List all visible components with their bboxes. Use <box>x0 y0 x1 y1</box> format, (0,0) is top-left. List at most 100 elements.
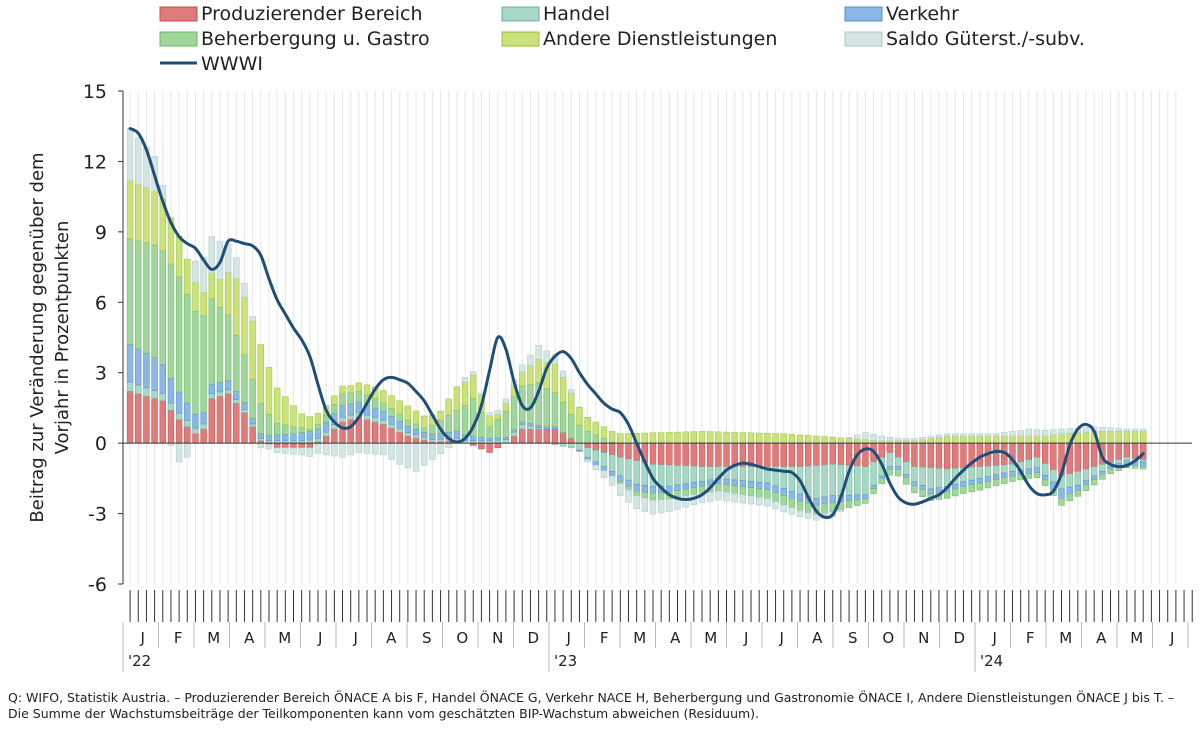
bar-segment-andere <box>216 278 224 308</box>
bar-segment-verkehr <box>486 438 493 442</box>
bar-segment-handel <box>1033 456 1041 469</box>
bar-segment-saldo <box>641 497 648 512</box>
x-month-label: M <box>633 629 646 647</box>
bar-segment-beherbergung <box>1082 484 1090 491</box>
bar-segment-saldo <box>355 442 363 453</box>
bar-segment-verkehr <box>747 481 755 488</box>
bar-segment-verkehr <box>347 403 354 416</box>
bar-segment-verkehr <box>1082 480 1090 486</box>
bar-segment-verkehr <box>1074 485 1082 491</box>
bar-segment-beherbergung <box>952 488 959 497</box>
bar-segment-verkehr <box>380 411 387 421</box>
bar-segment-andere <box>747 432 755 444</box>
bar-segment-andere <box>1140 431 1147 444</box>
bar-segment-produzierender <box>813 442 820 466</box>
bar-segment-saldo <box>543 350 550 363</box>
bar-segment-saldo <box>911 438 918 442</box>
bar-segment-handel <box>568 442 575 449</box>
bar-segment-handel <box>927 467 934 490</box>
bar-segment-produzierender <box>723 442 730 467</box>
bar-segment-verkehr <box>478 437 485 442</box>
bar-segment-beherbergung <box>429 424 436 435</box>
bar-segment-beherbergung <box>355 391 363 403</box>
bar-segment-saldo <box>1099 427 1106 432</box>
bar-segment-beherbergung <box>241 354 248 403</box>
bar-segment-produzierender <box>649 442 657 465</box>
bar-segment-saldo <box>396 442 403 465</box>
bar-segment-verkehr <box>723 478 730 485</box>
bar-segment-andere <box>282 396 289 426</box>
bar-segment-andere <box>1082 431 1090 444</box>
bar-segment-handel <box>903 461 910 475</box>
bar-segment-verkehr <box>960 481 967 487</box>
bar-segment-produzierender <box>625 442 632 460</box>
bar-segment-produzierender <box>510 435 518 444</box>
bar-segment-andere <box>363 384 371 396</box>
bar-segment-beherbergung <box>314 424 322 430</box>
bar-segment-verkehr <box>682 483 689 490</box>
bar-segment-produzierender <box>388 428 395 444</box>
bar-segment-beherbergung <box>600 438 608 444</box>
bar-segment-verkehr <box>143 353 150 388</box>
bar-segment-beherbergung <box>1058 498 1065 506</box>
bar-segment-andere <box>151 191 158 246</box>
bar-segment-handel <box>200 423 207 430</box>
bar-segment-saldo <box>715 490 722 501</box>
x-year-label: '22 <box>128 652 151 670</box>
bar-segment-handel <box>894 456 902 467</box>
bar-segment-andere <box>960 435 967 444</box>
bar-segment-andere <box>167 217 175 265</box>
bar-segment-produzierender <box>249 426 256 444</box>
x-month-label: J <box>566 629 571 647</box>
bar-segment-andere <box>135 183 142 242</box>
bar-segment-produzierender <box>821 442 828 466</box>
bar-segment-handel <box>322 431 330 437</box>
bar-segment-handel <box>143 387 150 397</box>
bar-segment-beherbergung <box>412 423 420 430</box>
bar-segment-andere <box>772 433 779 444</box>
bar-segment-produzierender <box>535 428 542 444</box>
bar-segment-verkehr <box>666 485 673 493</box>
bar-segment-saldo <box>780 504 787 513</box>
bar-segment-andere <box>519 371 526 387</box>
bar-segment-handel <box>257 438 264 442</box>
bar-segment-beherbergung <box>821 503 828 514</box>
bar-segment-beherbergung <box>421 427 428 433</box>
bar-segment-verkehr <box>772 485 779 493</box>
x-year-label: '24 <box>980 652 1003 670</box>
bar-segment-handel <box>984 465 992 477</box>
bar-segment-verkehr <box>322 421 330 433</box>
bar-segment-verkehr <box>813 498 820 506</box>
bar-segment-produzierender <box>764 442 771 467</box>
bar-segment-produzierender <box>306 442 314 449</box>
bar-segment-verkehr <box>796 493 804 502</box>
bar-segment-beherbergung <box>886 469 894 476</box>
bar-segment-andere <box>837 437 845 444</box>
bar-segment-verkehr <box>396 421 403 429</box>
bar-segment-andere <box>845 438 853 444</box>
bar-segment-verkehr <box>135 348 142 386</box>
bar-segment-andere <box>241 297 248 355</box>
bar-segment-handel <box>674 465 681 486</box>
legend: Produzierender Bereich Handel Verkehr Beher… <box>159 3 1085 75</box>
bar-segment-handel <box>584 447 591 458</box>
bar-segment-andere <box>731 432 738 444</box>
bar-segment-andere <box>453 386 461 411</box>
bar-segment-saldo <box>1115 428 1122 432</box>
legend-label: Andere Dienstleistungen <box>543 28 777 50</box>
bar-segment-beherbergung <box>175 276 183 393</box>
bar-segment-handel <box>1082 468 1090 481</box>
bar-segment-andere <box>233 278 240 336</box>
bar-segment-produzierender <box>143 395 150 444</box>
bar-segment-beherbergung <box>633 491 640 497</box>
bar-segment-andere <box>829 437 836 444</box>
bar-segment-saldo <box>584 459 591 463</box>
bar-segment-andere <box>437 410 444 421</box>
axes-layer: 15 12 9 6 3 0 -3 -6 J F M A M J J A S O N D J F M A M J J A S O N D J F M A… <box>83 81 1193 672</box>
bar-segment-verkehr <box>870 485 877 489</box>
bar-segment-beherbergung <box>903 477 910 485</box>
bar-segment-beherbergung <box>723 484 730 493</box>
bar-segment-saldo <box>943 433 951 437</box>
bar-segment-handel <box>592 449 599 463</box>
bar-segment-saldo <box>298 447 305 456</box>
